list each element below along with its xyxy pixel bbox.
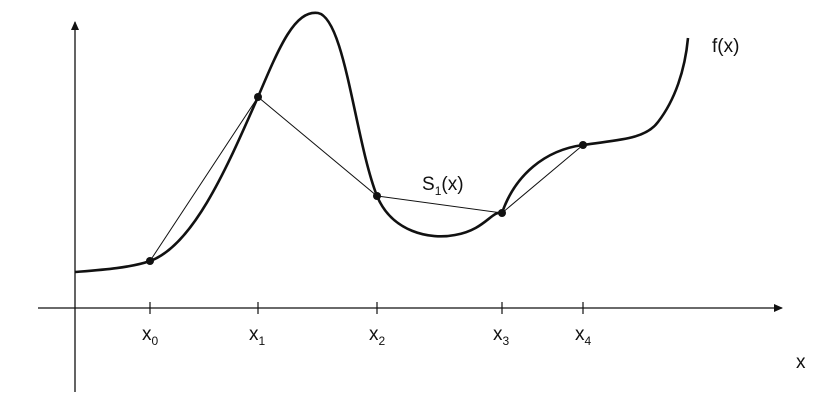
node-point xyxy=(254,93,262,101)
node-point xyxy=(579,141,587,149)
node-point xyxy=(146,257,154,265)
node-label-x0: x0 xyxy=(142,324,159,348)
node-point xyxy=(498,209,506,217)
x-axis-label: x xyxy=(796,352,806,373)
node-label-x3: x3 xyxy=(493,324,510,348)
node-label-x4: x4 xyxy=(575,324,592,348)
linear-spline xyxy=(149,96,584,262)
node-label-x2: x2 xyxy=(369,324,386,348)
spline-label: S1(x) xyxy=(422,174,464,198)
node-point xyxy=(373,192,381,200)
spline-nodes xyxy=(146,93,587,265)
function-curve xyxy=(74,11,690,274)
function-label: f(x) xyxy=(712,36,739,57)
node-label-x1: x1 xyxy=(249,324,266,348)
x-ticks xyxy=(149,302,584,314)
